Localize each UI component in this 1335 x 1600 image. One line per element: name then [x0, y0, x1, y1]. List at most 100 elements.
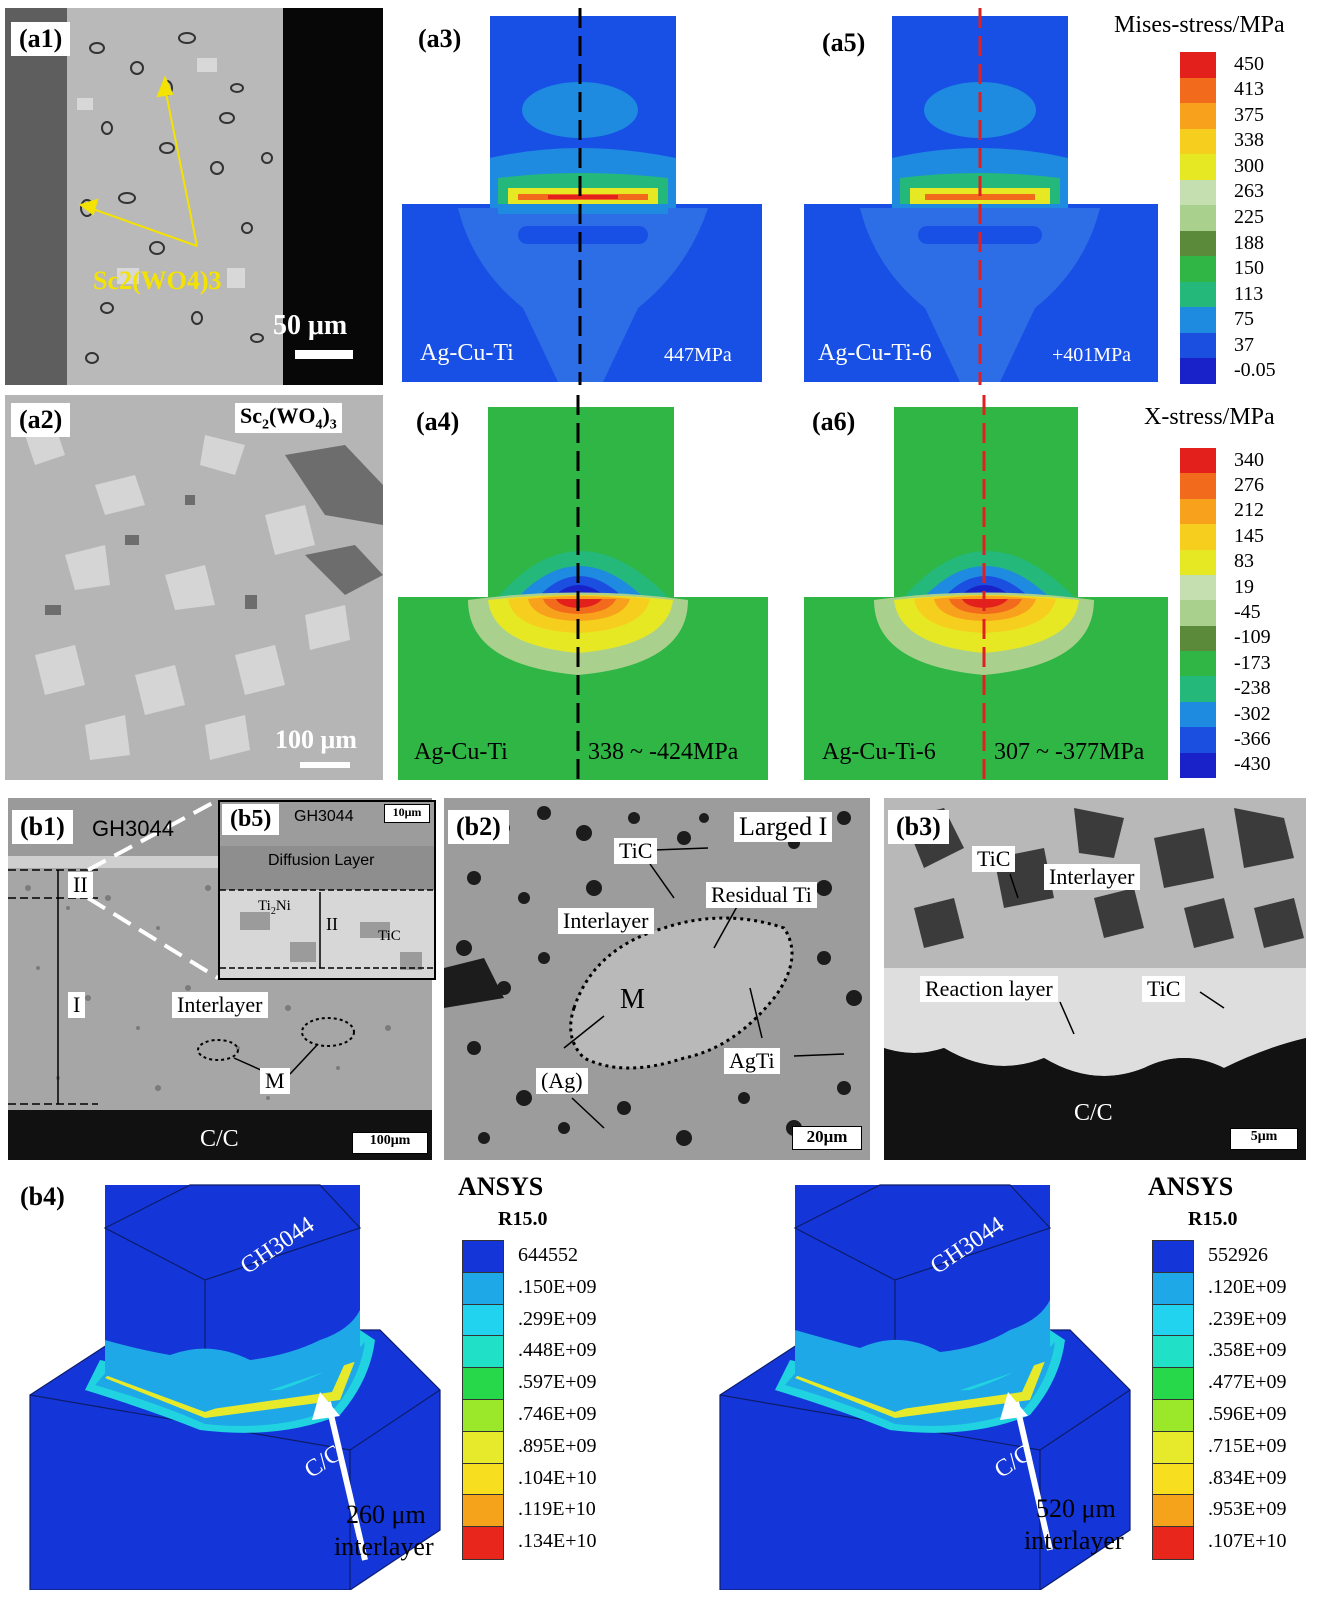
- ansys-model-right: [719, 1184, 1131, 1590]
- colorbar-swatch: [1152, 1462, 1194, 1497]
- fea-contour: [402, 8, 762, 385]
- colorbar-swatch: [462, 1367, 504, 1402]
- ansys-right-colorbar: 552926 .120E+09 .239E+09 .358E+09 .477E+09 .5…: [1152, 1240, 1312, 1561]
- scale-bar: [295, 350, 353, 359]
- colorbar-tick-label: 450: [1234, 52, 1264, 75]
- dark-left-band: [5, 8, 67, 385]
- colorbar-tick-label: 340: [1234, 448, 1264, 471]
- zone-i-label: I: [68, 992, 86, 1018]
- colorbar-tick-label: .134E+10: [518, 1530, 597, 1553]
- colorbar-tick-label: .119E+10: [518, 1498, 596, 1521]
- colorbar-tick-label: -430: [1234, 753, 1271, 776]
- tic-label: TiC: [378, 928, 401, 944]
- ansys-version: R15.0: [1188, 1208, 1238, 1230]
- tic-label-2: TiC: [1142, 976, 1186, 1002]
- scale-bar: 20μm: [792, 1126, 862, 1150]
- colorbar-swatch: [1152, 1303, 1194, 1338]
- tic-label: TiC: [614, 838, 658, 864]
- colorbar-swatch: [462, 1494, 504, 1529]
- colorbar-tick-label: -302: [1234, 702, 1271, 725]
- colorbar-swatch: [1180, 332, 1216, 359]
- colorbar-swatch: [1180, 205, 1216, 232]
- colorbar-tick-label: 552926: [1208, 1243, 1268, 1266]
- residual-ti-label: Residual Ti: [706, 882, 817, 908]
- scale-bar: 100μm: [352, 1132, 428, 1154]
- panel-label: (a3): [410, 22, 470, 56]
- black-right-band: [283, 8, 383, 385]
- colorbar-tick-label: .596E+09: [1208, 1402, 1287, 1425]
- colorbar-swatch: [1180, 179, 1216, 206]
- colorbar-swatch: [1180, 625, 1216, 652]
- colorbar-swatch: [1180, 307, 1216, 334]
- colorbar-swatch: [462, 1271, 504, 1307]
- colorbar-tick-label: .107E+10: [1208, 1530, 1287, 1553]
- colorbar-swatch: [462, 1303, 504, 1338]
- colorbar-tick-label: 145: [1234, 524, 1264, 547]
- m-label: M: [620, 984, 645, 1015]
- interlayer-label: interlayer: [1024, 1526, 1124, 1555]
- sc2wo43-annotation: Sc2(WO4)3: [93, 266, 222, 295]
- colorbar-swatch: [1180, 701, 1216, 728]
- scale-bar: 5μm: [1230, 1128, 1298, 1150]
- panel-label: (b1): [12, 810, 73, 844]
- diffusion-layer-label: Diffusion Layer: [268, 852, 375, 869]
- m-label: M: [260, 1068, 290, 1094]
- ti2ni-label: Ti2Ni: [258, 898, 291, 917]
- ag-label: (Ag): [536, 1068, 588, 1094]
- ansys-title: ANSYS: [458, 1172, 544, 1201]
- annotation-arrows: [78, 75, 198, 247]
- colorbar-swatch: [1152, 1240, 1194, 1275]
- inset-markers: [220, 889, 434, 970]
- colorbar-tick-label: .895E+09: [518, 1434, 597, 1457]
- fea-contour: [804, 8, 1158, 385]
- colorbar-tick-label: .104E+10: [518, 1466, 597, 1489]
- colorbar-swatch: [462, 1430, 504, 1466]
- panel-label-b4: (b4): [12, 1180, 73, 1214]
- colorbar-swatch: [1180, 128, 1216, 155]
- larged-i-title: Larged I: [734, 812, 833, 842]
- colorbar-tick-label: -238: [1234, 677, 1271, 700]
- zone-ii-label: II: [68, 872, 93, 898]
- colorbar-tick-label: 19: [1234, 575, 1254, 598]
- colorbar-swatch: [1180, 600, 1216, 627]
- colorbar-swatch: [1180, 727, 1216, 754]
- colorbar-swatch: [1152, 1430, 1194, 1466]
- colorbar-tick-label: 75: [1234, 308, 1254, 331]
- ansys-model-left: [29, 1184, 441, 1590]
- material-label: Ag-Cu-Ti-6: [818, 340, 932, 366]
- panel-b3-micrograph: TiC Interlayer Reaction layer TiC C/C 5μ…: [884, 798, 1306, 1160]
- colorbar-tick-label: -366: [1234, 727, 1271, 750]
- interlayer-label: Interlayer: [558, 908, 654, 934]
- scale-bar: [300, 762, 350, 768]
- colorbar-tick-label: 188: [1234, 231, 1264, 254]
- colorbar-tick-label: -45: [1234, 601, 1261, 623]
- panel-label: (a1): [11, 22, 71, 56]
- colorbar-tick-label: .358E+09: [1208, 1339, 1287, 1362]
- colorbar-tick-label: 413: [1234, 78, 1264, 101]
- colorbar-swatch: [1152, 1526, 1194, 1561]
- colorbar-swatch: [1180, 752, 1216, 779]
- grain-pattern: [444, 806, 862, 1146]
- colorbar-tick-label: 212: [1234, 499, 1264, 522]
- colorbar-tick-label: 83: [1234, 550, 1254, 573]
- colorbar-tick-label: 375: [1234, 103, 1264, 126]
- colorbar-tick-label: .299E+09: [518, 1307, 597, 1330]
- interlayer-thickness-label: 260 μm: [346, 1500, 426, 1529]
- colorbar-swatch: [462, 1526, 504, 1561]
- diffusion-band: [220, 846, 434, 890]
- colorbar-tick-label: 37: [1234, 333, 1254, 356]
- colorbar-tick-label: .597E+09: [518, 1371, 597, 1394]
- panel-a3-fea: Ag-Cu-Ti 447MPa (a3): [388, 8, 778, 385]
- colorbar-swatch: [1152, 1494, 1194, 1529]
- colorbar-swatch: [462, 1399, 504, 1434]
- reaction-layer-label: Reaction layer: [920, 976, 1058, 1002]
- colorbar-swatch: [1180, 676, 1216, 703]
- colorbar-swatch: [1180, 358, 1216, 385]
- material-label: Ag-Cu-Ti: [420, 340, 514, 366]
- ansys-version: R15.0: [498, 1208, 548, 1230]
- panel-a5-fea: Ag-Cu-Ti-6 +401MPa (a5): [790, 8, 1170, 385]
- zone-ii-label: II: [326, 914, 338, 934]
- colorbar-tick-label: .120E+09: [1208, 1275, 1287, 1298]
- colorbar-swatch: [1180, 103, 1216, 130]
- colorbar-swatch: [1180, 574, 1216, 601]
